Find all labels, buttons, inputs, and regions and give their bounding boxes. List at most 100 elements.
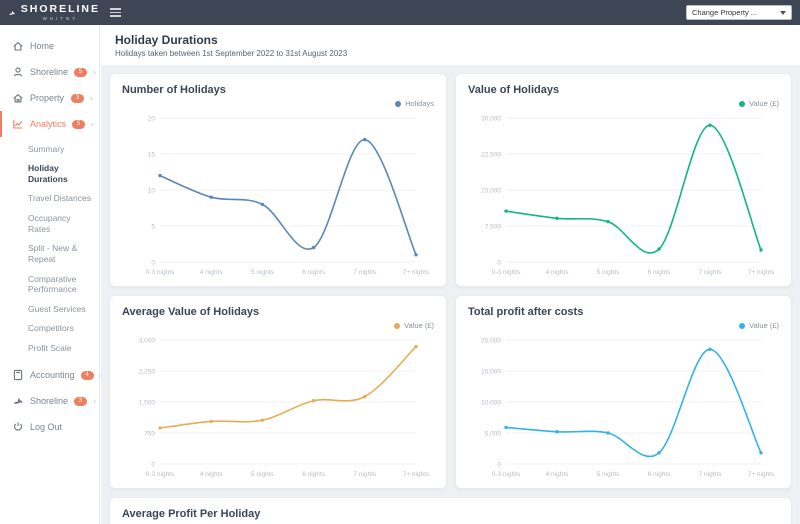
svg-text:0: 0 [497, 461, 501, 468]
sidebar: Home Shoreline 5 › Property 3 › Analytic… [0, 25, 103, 524]
sidebar-item-property[interactable]: Property 3 › [0, 85, 99, 111]
sidebar-item-label: Shoreline [30, 67, 69, 77]
chart-legend: Holidays [122, 99, 434, 108]
notification-badge: 3 [71, 93, 84, 103]
svg-text:7 nights: 7 nights [699, 269, 723, 276]
sidebar-item-profit-scale[interactable]: Profit Scale [28, 343, 72, 353]
brand-logo[interactable]: SHORELINE WHITBY [0, 4, 100, 21]
svg-text:7,500: 7,500 [485, 223, 502, 230]
svg-text:5 nights: 5 nights [251, 269, 275, 276]
analytics-submenu: Summary Holiday Durations Travel Distanc… [0, 137, 99, 362]
person-icon [12, 66, 24, 78]
svg-text:4 nights: 4 nights [200, 471, 224, 478]
sidebar-item-label: Home [30, 41, 55, 51]
line-chart: 0 750 1,500 2,250 3,000 0-3 nights 4 nights 5 n… [122, 332, 434, 480]
property-select[interactable]: Change Property ... [686, 5, 792, 20]
svg-text:6 nights: 6 nights [302, 471, 326, 478]
svg-text:0: 0 [497, 259, 501, 266]
sidebar-item-logout[interactable]: Log Out [0, 414, 99, 440]
sidebar-item-home[interactable]: Home [0, 33, 99, 59]
svg-text:7+ nights: 7+ nights [403, 471, 430, 478]
hamburger-menu-icon[interactable] [110, 8, 121, 17]
sidebar-item-holiday-durations[interactable]: Holiday Durations [28, 163, 68, 184]
svg-text:1,500: 1,500 [139, 399, 156, 406]
notification-badge: 4 [80, 370, 94, 380]
legend-dot [394, 322, 401, 329]
chart-title: Value of Holidays [468, 84, 560, 96]
svg-text:0-3 nights: 0-3 nights [492, 269, 521, 276]
chart-title: Number of Holidays [122, 84, 226, 96]
chevron-right-icon: › [90, 92, 93, 103]
svg-text:6 nights: 6 nights [648, 471, 672, 478]
property-select-value: Change Property ... [692, 8, 758, 17]
svg-text:6 nights: 6 nights [648, 269, 672, 276]
sidebar-item-comparative-performance[interactable]: Comparative Performance [28, 273, 77, 295]
topbar: SHORELINE WHITBY Change Property ... [0, 0, 800, 25]
building-icon [12, 92, 24, 104]
chart-legend: Value (£) [468, 99, 779, 108]
sidebar-item-shoreline[interactable]: Shoreline 5 › [0, 59, 99, 85]
sidebar-item-travel-distances[interactable]: Travel Distances [28, 193, 91, 204]
svg-text:5 nights: 5 nights [251, 471, 275, 478]
svg-text:15,000: 15,000 [481, 187, 501, 194]
svg-text:5 nights: 5 nights [597, 269, 621, 276]
svg-text:0: 0 [151, 461, 155, 468]
line-chart: 0 5 10 15 20 0-3 nights 4 nights 5 nights 6 nigh… [122, 110, 434, 278]
svg-text:7 nights: 7 nights [353, 471, 377, 478]
chart-number-of-holidays: Number of Holidays Holidays 0 5 10 15 20 0-3 … [109, 73, 447, 287]
sidebar-item-shoreline-bottom[interactable]: Shoreline 3 › [0, 388, 99, 414]
notification-badge: 5 [72, 119, 86, 129]
svg-text:7+ nights: 7+ nights [748, 269, 775, 276]
main-content: Holiday Durations Holidays taken between… [101, 25, 800, 524]
page-header: Holiday Durations Holidays taken between… [101, 25, 800, 65]
legend-dot [739, 100, 746, 107]
chart-title: Average Profit Per Holiday [122, 508, 261, 520]
sidebar-item-label: Accounting [30, 370, 75, 381]
legend-label: Value (£) [749, 99, 779, 108]
svg-text:7+ nights: 7+ nights [403, 269, 430, 276]
bird-logo-icon [8, 6, 16, 20]
svg-text:6 nights: 6 nights [302, 269, 326, 276]
chart-average-value-of-holidays: Average Value of Holidays Value (£) 0 750… [109, 295, 447, 489]
svg-text:10,000: 10,000 [481, 399, 501, 406]
chevron-down-icon: › [88, 122, 99, 126]
sidebar-item-summary[interactable]: Summary [28, 143, 65, 154]
notification-badge: 3 [74, 396, 88, 406]
sidebar-item-label: Shoreline [30, 396, 69, 407]
svg-text:3,000: 3,000 [139, 337, 156, 344]
svg-text:30,000: 30,000 [481, 115, 501, 122]
sidebar-item-guest-services[interactable]: Guest Services [28, 303, 86, 314]
sidebar-item-label: Property [30, 93, 65, 103]
legend-dot [739, 322, 746, 329]
svg-text:20,000: 20,000 [481, 337, 501, 344]
svg-text:22,500: 22,500 [481, 151, 501, 158]
chart-legend: Value (£) [468, 321, 779, 330]
sidebar-item-occupancy-rates[interactable]: Occupancy Rates [28, 213, 71, 234]
legend-label: Value (£) [404, 321, 434, 330]
svg-text:750: 750 [144, 430, 155, 437]
svg-text:10: 10 [148, 187, 156, 194]
legend-label: Value (£) [749, 321, 779, 330]
line-chart: 0 5,000 10,000 15,000 20,000 0-3 nights 4 nigh… [468, 332, 779, 480]
sidebar-item-split-new-repeat[interactable]: Split - New & Repeat [28, 243, 78, 264]
sidebar-item-accounting[interactable]: Accounting 4 › [0, 362, 103, 388]
sidebar-item-label: Log Out [30, 422, 63, 433]
svg-text:20: 20 [148, 115, 156, 122]
chart-total-profit-after-costs: Total profit after costs Value (£) 0 5,00… [455, 295, 792, 489]
svg-text:7 nights: 7 nights [353, 269, 377, 276]
calculator-icon [12, 369, 24, 381]
chart-title: Total profit after costs [468, 306, 584, 318]
svg-text:2,250: 2,250 [139, 368, 156, 375]
chevron-right-icon: › [93, 395, 97, 406]
sidebar-item-competitors[interactable]: Competitors [28, 323, 74, 334]
home-icon [12, 40, 24, 52]
brand-subname: WHITBY [42, 15, 79, 21]
sidebar-item-analytics[interactable]: Analytics 5 › [0, 111, 99, 137]
svg-text:4 nights: 4 nights [546, 471, 570, 478]
bird-icon [12, 395, 24, 407]
svg-text:15,000: 15,000 [481, 368, 501, 375]
line-chart: 0 7,500 15,000 22,500 30,000 0-3 nights 4 nigh… [468, 110, 779, 278]
svg-text:0-3 nights: 0-3 nights [492, 471, 521, 478]
svg-text:4 nights: 4 nights [200, 269, 224, 276]
svg-text:15: 15 [148, 151, 156, 158]
